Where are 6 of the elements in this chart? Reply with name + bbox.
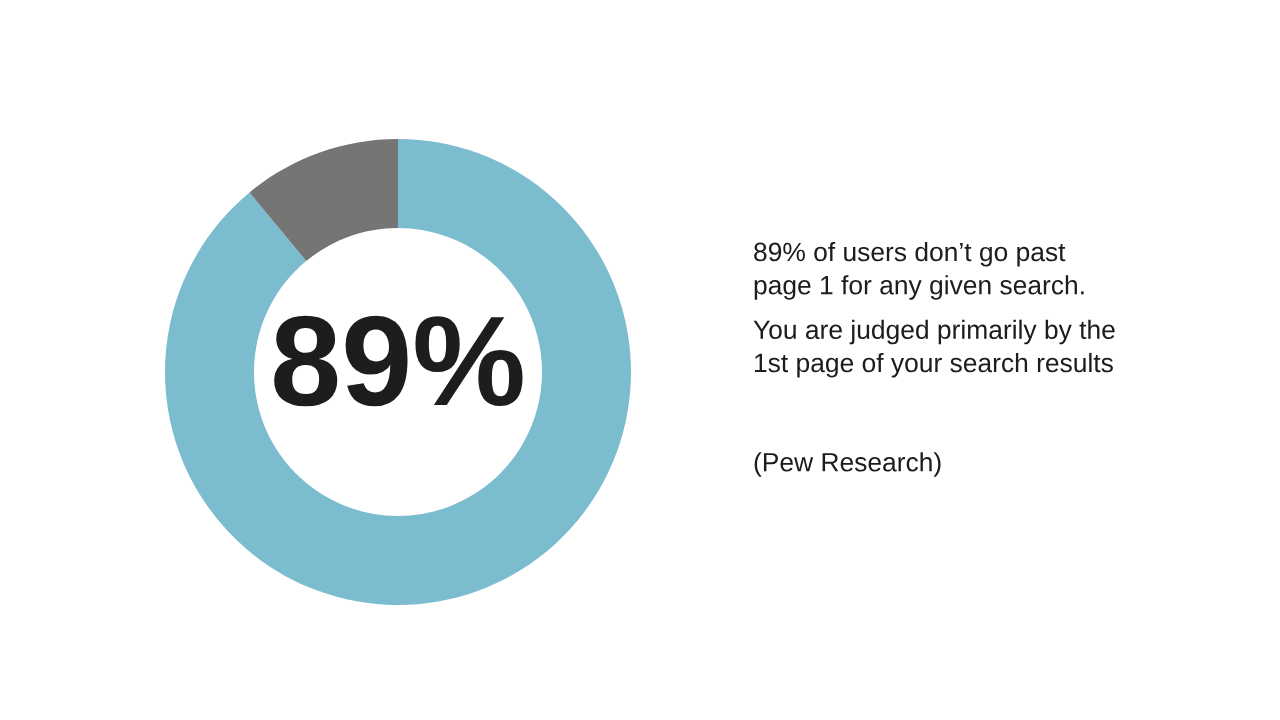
- donut-slice: [165, 139, 631, 605]
- text: You are judged primarily by the 1st page of your search results: [753, 319, 1115, 378]
- text: 89%: [274, 315, 523, 407]
- donut-slice: [249, 139, 398, 262]
- text: (Pew Research): [754, 452, 941, 477]
- text: 89% of users don’t go past page 1 for any given search.: [754, 241, 1084, 300]
